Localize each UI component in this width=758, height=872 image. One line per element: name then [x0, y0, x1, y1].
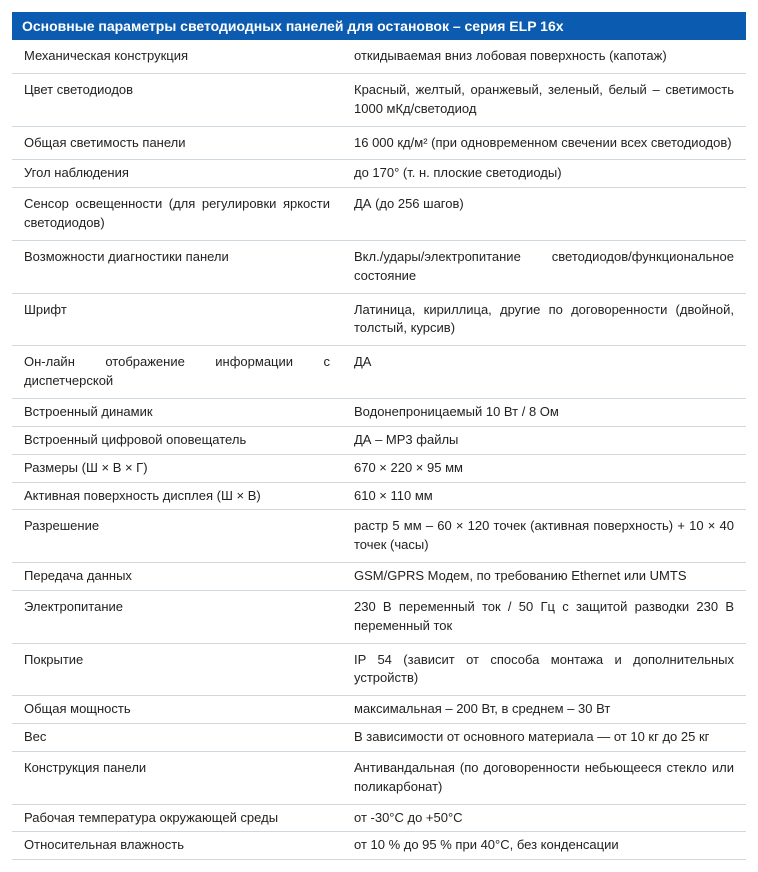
spec-table: Основные параметры светодиодных панелей …: [12, 12, 746, 860]
row-value: Вкл./удары/электропитание светодиодов/фу…: [342, 241, 746, 293]
table-row: Передача данных GSM/GPRS Модем, по требо…: [12, 563, 746, 591]
row-value: ДА: [342, 346, 746, 398]
table-row: Сенсор освещенности (для регулировки ярк…: [12, 188, 746, 241]
row-label: Встроенный цифровой оповещатель: [12, 427, 342, 454]
row-value: 16 000 кд/м² (при одновременном свечении…: [342, 127, 746, 160]
table-row: Вес В зависимости от основного материала…: [12, 724, 746, 752]
row-value: GSM/GPRS Модем, по требованию Ethernet и…: [342, 563, 746, 590]
row-label: Механическая конструкция: [12, 40, 342, 73]
row-label: Цвет светодиодов: [12, 74, 342, 126]
table-row: Механическая конструкция откидываемая вн…: [12, 40, 746, 74]
row-value: максимальная – 200 Вт, в среднем – 30 Вт: [342, 696, 746, 723]
table-row: Общая мощность максимальная – 200 Вт, в …: [12, 696, 746, 724]
table-row: Шрифт Латиница, кириллица, другие по дог…: [12, 294, 746, 347]
row-label: Он-лайн отображение информации с диспетч…: [12, 346, 342, 398]
row-label: Вес: [12, 724, 342, 751]
row-value: до 170° (т. н. плоские светодиоды): [342, 160, 746, 187]
row-value: Водонепроницаемый 10 Вт / 8 Ом: [342, 399, 746, 426]
row-label: Возможности диагностики панели: [12, 241, 342, 293]
table-row: Электропитание 230 В переменный ток / 50…: [12, 591, 746, 644]
row-label: Общая светимость панели: [12, 127, 342, 160]
row-label: Разрешение: [12, 510, 342, 562]
table-row: Встроенный цифровой оповещатель ДА – MP3…: [12, 427, 746, 455]
table-row: Активная поверхность дисплея (Ш × В) 610…: [12, 483, 746, 511]
table-row: Относительная влажность от 10 % до 95 % …: [12, 832, 746, 860]
table-row: Разрешение растр 5 мм – 60 × 120 точек (…: [12, 510, 746, 563]
row-label: Размеры (Ш × В × Г): [12, 455, 342, 482]
row-label: Шрифт: [12, 294, 342, 346]
table-row: Размеры (Ш × В × Г) 670 × 220 × 95 мм: [12, 455, 746, 483]
row-value: ДА (до 256 шагов): [342, 188, 746, 240]
table-row: Встроенный динамик Водонепроницаемый 10 …: [12, 399, 746, 427]
table-row: Цвет светодиодов Красный, желтый, оранже…: [12, 74, 746, 127]
row-label: Общая мощность: [12, 696, 342, 723]
table-row: Покрытие IP 54 (зависит от способа монта…: [12, 644, 746, 697]
row-label: Электропитание: [12, 591, 342, 643]
row-value: от 10 % до 95 % при 40°C, без конденсаци…: [342, 832, 746, 859]
row-label: Покрытие: [12, 644, 342, 696]
row-value: откидываемая вниз лобовая поверхность (к…: [342, 40, 746, 73]
table-row: Возможности диагностики панели Вкл./удар…: [12, 241, 746, 294]
row-value: ДА – MP3 файлы: [342, 427, 746, 454]
table-row: Общая светимость панели 16 000 кд/м² (пр…: [12, 127, 746, 161]
row-value: Красный, желтый, оранжевый, зеленый, бел…: [342, 74, 746, 126]
table-row: Он-лайн отображение информации с диспетч…: [12, 346, 746, 399]
row-value: В зависимости от основного материала — о…: [342, 724, 746, 751]
row-label: Сенсор освещенности (для регулировки ярк…: [12, 188, 342, 240]
row-label: Встроенный динамик: [12, 399, 342, 426]
table-row: Конструкция панели Антивандальная (по до…: [12, 752, 746, 805]
row-label: Конструкция панели: [12, 752, 342, 804]
row-value: 230 В переменный ток / 50 Гц с защитой р…: [342, 591, 746, 643]
row-value: 610 × 110 мм: [342, 483, 746, 510]
row-value: 670 × 220 × 95 мм: [342, 455, 746, 482]
table-header: Основные параметры светодиодных панелей …: [12, 12, 746, 40]
row-value: IP 54 (зависит от способа монтажа и допо…: [342, 644, 746, 696]
row-value: Латиница, кириллица, другие по договорен…: [342, 294, 746, 346]
row-value: растр 5 мм – 60 × 120 точек (активная по…: [342, 510, 746, 562]
row-label: Относительная влажность: [12, 832, 342, 859]
table-row: Рабочая температура окружающей среды от …: [12, 805, 746, 833]
row-label: Рабочая температура окружающей среды: [12, 805, 342, 832]
row-value: Антивандальная (по договоренности небьющ…: [342, 752, 746, 804]
row-label: Активная поверхность дисплея (Ш × В): [12, 483, 342, 510]
row-label: Угол наблюдения: [12, 160, 342, 187]
row-label: Передача данных: [12, 563, 342, 590]
row-value: от -30°C до +50°C: [342, 805, 746, 832]
table-row: Угол наблюдения до 170° (т. н. плоские с…: [12, 160, 746, 188]
